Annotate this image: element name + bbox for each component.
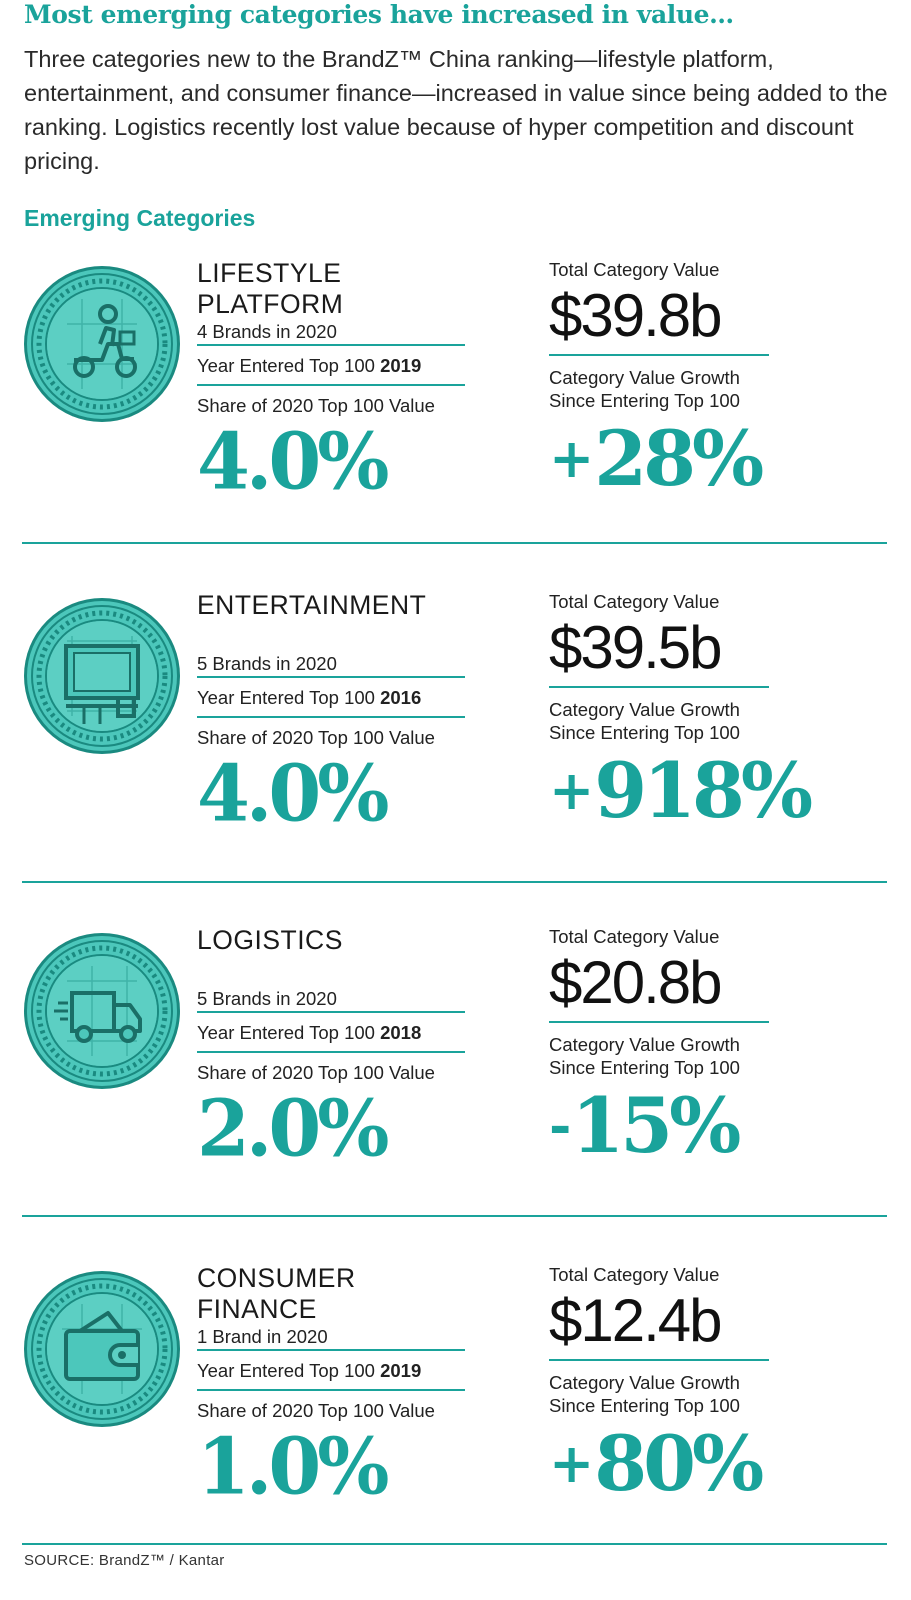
share-value: 4.0% [197, 416, 389, 507]
total-value: $39.8b [549, 282, 769, 356]
scooter-delivery-icon [22, 264, 182, 424]
headline: Most emerging categories have increased … [24, 0, 734, 29]
growth-value: +28% [549, 414, 764, 503]
year-entered: Year Entered Top 100 2018 [197, 1013, 465, 1053]
tv-screen-icon [22, 596, 182, 756]
category-card-entertainment: ENTERTAINMENT 5 Brands in 2020 Year Ente… [0, 590, 911, 890]
growth-label: Category Value Growth Since Entering Top … [549, 367, 740, 411]
year-entered: Year Entered Top 100 2019 [197, 1351, 465, 1391]
growth-value: +918% [549, 746, 813, 835]
share-label: Share of 2020 Top 100 Value [197, 395, 435, 416]
medal-entertainment [24, 598, 180, 754]
share-label: Share of 2020 Top 100 Value [197, 727, 435, 748]
category-name: LOGISTICS [197, 925, 343, 955]
brand-count: 4 Brands in 2020 [197, 320, 465, 346]
brand-count: 5 Brands in 2020 [197, 652, 465, 678]
total-value-label: Total Category Value [549, 259, 720, 280]
intro-paragraph: Three categories new to the BrandZ™ Chin… [24, 46, 888, 174]
delivery-truck-icon [22, 931, 182, 1091]
total-value: $39.5b [549, 614, 769, 688]
divider [22, 1215, 887, 1217]
growth-label: Category Value Growth Since Entering Top … [549, 1034, 740, 1078]
category-name: LIFESTYLE PLATFORM [197, 258, 344, 319]
total-value: $12.4b [549, 1287, 769, 1361]
category-card-lifestyle-platform: LIFESTYLE PLATFORM 4 Brands in 2020 Year … [0, 258, 911, 558]
growth-value: +80% [549, 1419, 764, 1508]
share-label: Share of 2020 Top 100 Value [197, 1062, 435, 1083]
share-label: Share of 2020 Top 100 Value [197, 1400, 435, 1421]
category-name: ENTERTAINMENT [197, 590, 427, 620]
year-entered: Year Entered Top 100 2019 [197, 346, 465, 386]
medal-consumer-finance [24, 1271, 180, 1427]
year-entered: Year Entered Top 100 2016 [197, 678, 465, 718]
category-card-logistics: LOGISTICS 5 Brands in 2020 Year Entered … [0, 925, 911, 1225]
growth-value: -15% [549, 1081, 741, 1170]
growth-label: Category Value Growth Since Entering Top … [549, 699, 740, 743]
divider [22, 881, 887, 883]
medal-lifestyle [24, 266, 180, 422]
share-value: 1.0% [197, 1421, 389, 1512]
source-note: SOURCE: BrandZ™ / Kantar [24, 1552, 225, 1569]
total-value: $20.8b [549, 949, 769, 1023]
brand-count: 5 Brands in 2020 [197, 987, 465, 1013]
total-value-label: Total Category Value [549, 591, 720, 612]
total-value-label: Total Category Value [549, 1264, 720, 1285]
divider [22, 1543, 887, 1545]
brand-count: 1 Brand in 2020 [197, 1325, 465, 1351]
total-value-label: Total Category Value [549, 926, 720, 947]
category-name: CONSUMER FINANCE [197, 1263, 356, 1324]
share-value: 4.0% [197, 748, 389, 839]
share-value: 2.0% [197, 1083, 389, 1174]
divider [22, 542, 887, 544]
growth-label: Category Value Growth Since Entering Top … [549, 1372, 740, 1416]
wallet-icon [22, 1269, 182, 1429]
section-title: Emerging Categories [24, 205, 256, 231]
category-card-consumer-finance: CONSUMER FINANCE 1 Brand in 2020 Year Ent… [0, 1263, 911, 1563]
medal-logistics [24, 933, 180, 1089]
